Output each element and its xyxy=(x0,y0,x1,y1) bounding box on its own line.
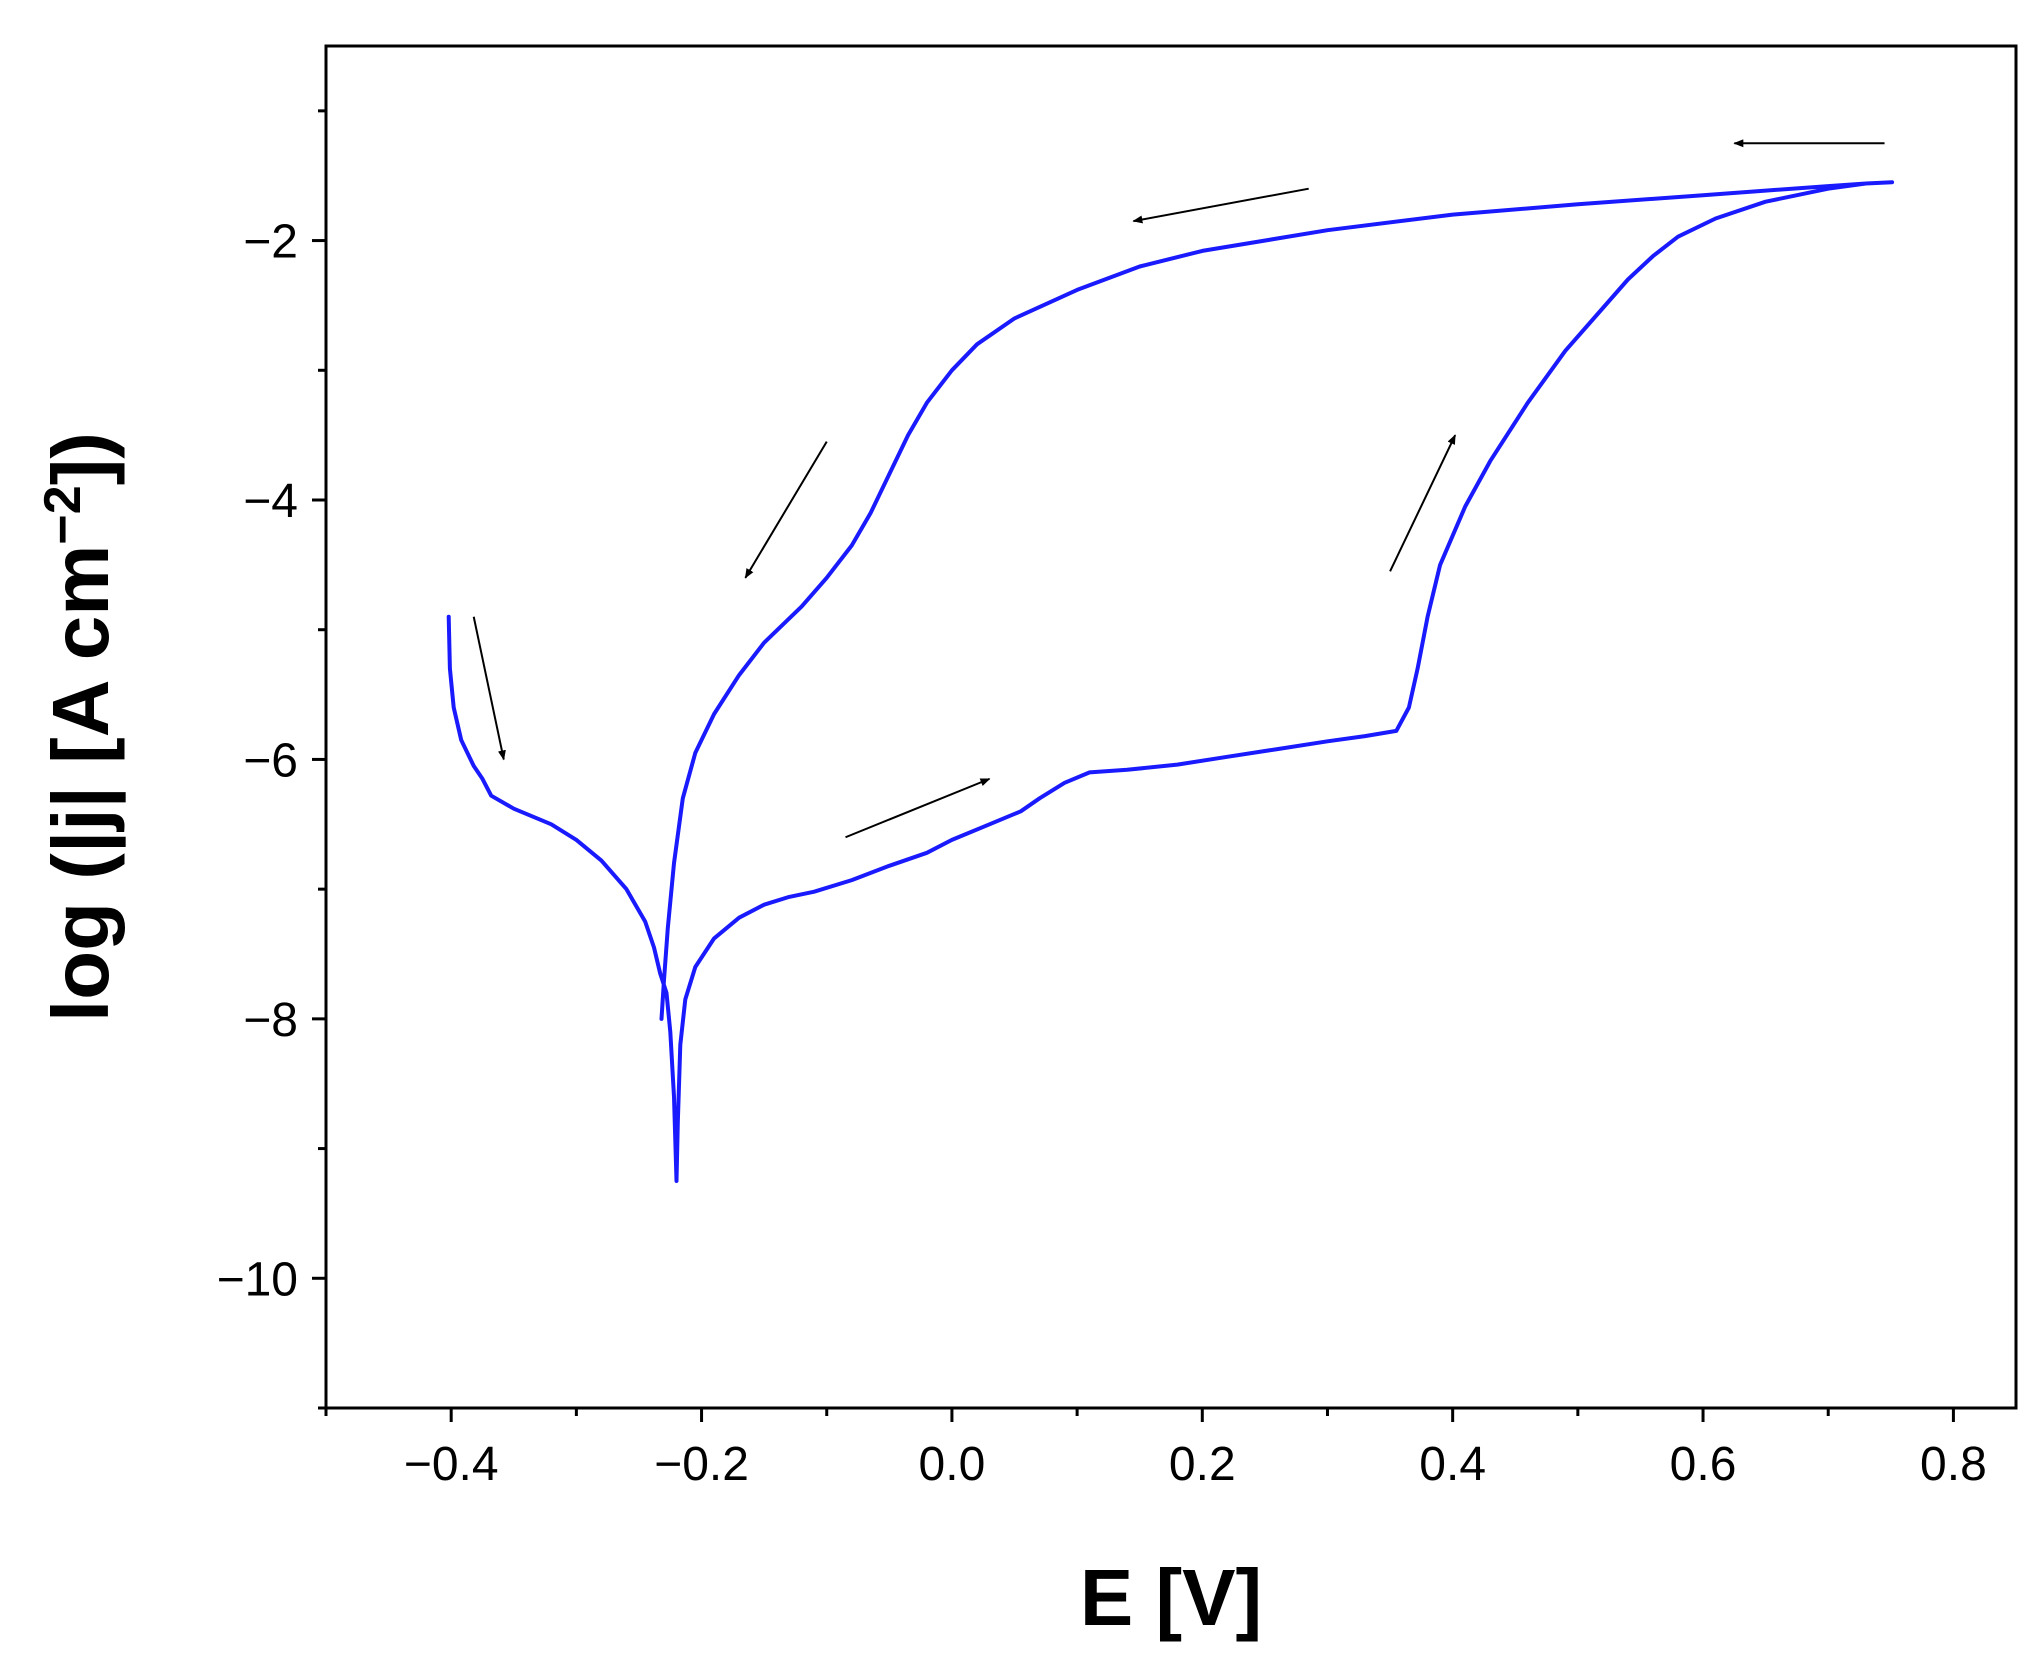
y-tick-label: −10 xyxy=(217,1253,298,1306)
x-tick-label: −0.4 xyxy=(404,1438,499,1491)
x-axis-ticks: −0.4 −0.2 0.0 0.2 0.4 0.6 0.8 xyxy=(324,1408,1987,1491)
y-tick-label: −2 xyxy=(243,216,298,269)
plot-frame xyxy=(324,44,2018,1410)
y-axis-title: log (|j| [A cm−2]) xyxy=(34,432,126,1022)
direction-arrow xyxy=(472,616,506,761)
direction-arrow xyxy=(845,777,991,839)
x-tick-label: 0.2 xyxy=(1169,1438,1236,1491)
arrow-annotations xyxy=(472,139,1885,839)
x-tick-label: −0.2 xyxy=(654,1438,749,1491)
x-tick-label: 0.8 xyxy=(1920,1438,1987,1491)
polarization-curve xyxy=(446,180,1895,1183)
x-tick-label: 0.4 xyxy=(1419,1438,1486,1491)
y-tick-label: −8 xyxy=(243,994,298,1047)
y-tick-label: −4 xyxy=(243,475,298,528)
y-axis-ticks: −2 −4 −6 −8 −10 xyxy=(217,109,326,1410)
x-tick-label: 0.6 xyxy=(1670,1438,1737,1491)
y-axis-title-sup: −2 xyxy=(34,485,92,544)
series-layer xyxy=(446,180,1895,1183)
direction-arrow xyxy=(1132,187,1309,224)
x-tick-label: 0.0 xyxy=(919,1438,986,1491)
x-axis-title: E [V] xyxy=(1080,1553,1262,1642)
y-tick-label: −6 xyxy=(243,734,298,787)
direction-arrow xyxy=(1389,434,1457,572)
y-axis-title-main: log (|j| [A cm xyxy=(36,545,126,1022)
y-axis-title-end: ]) xyxy=(36,432,125,485)
direction-arrow xyxy=(744,441,828,579)
